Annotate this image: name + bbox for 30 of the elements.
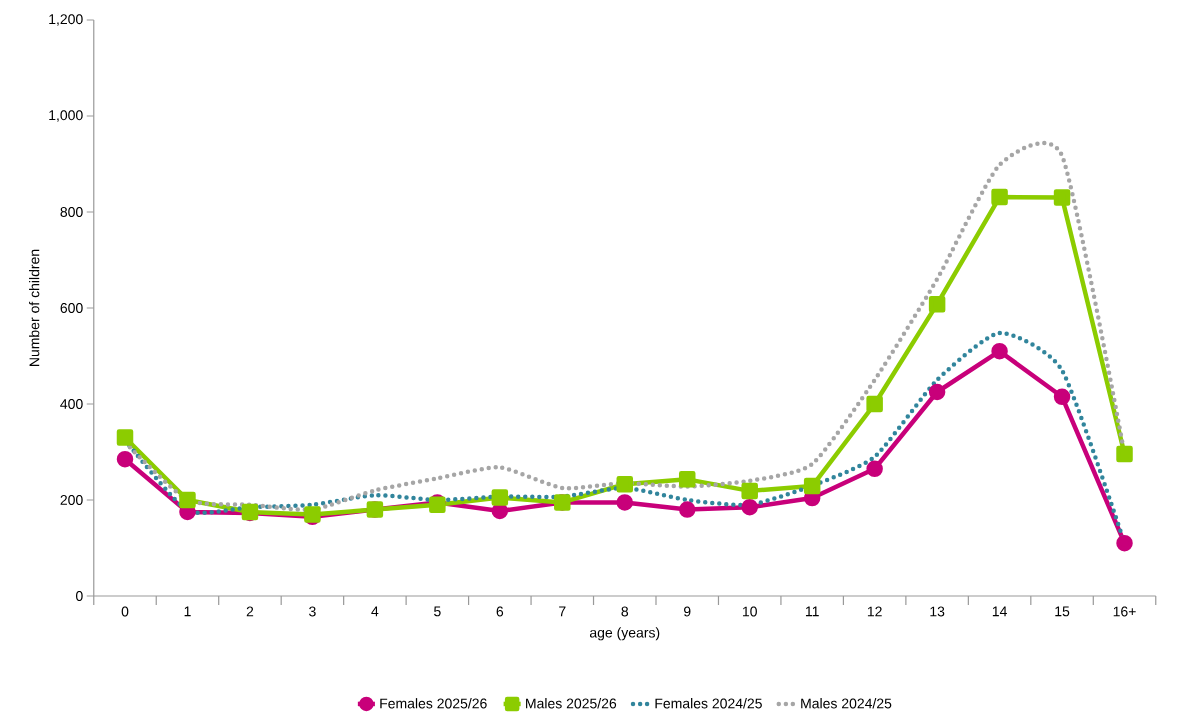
y-tick-label: 600 [60,303,83,313]
x-tick-label: 9 [684,606,691,617]
y-tick-label: 1,000 [49,110,83,122]
x-tick-label: 3 [309,606,316,617]
x-tick-label: 0 [121,606,129,617]
x-tick-label: 13 [930,606,945,617]
legend-label: Females 2024/25 [655,698,762,709]
x-tick-label: 4 [371,606,379,617]
x-tick-label: 2 [246,606,254,617]
legend-label: Males 2024/25 [801,698,892,709]
x-tick-label: 11 [805,606,819,617]
x-tick-label: 15 [1055,606,1070,617]
y-tick-label: 200 [60,495,83,505]
legend-label: Males 2025/26 [526,698,617,709]
x-tick-label: 1 [184,606,191,617]
x-tick-label: 8 [621,606,629,617]
x-axis-title: age (years) [589,627,660,641]
x-tick-label: 7 [559,606,566,617]
x-tick-label: 16+ [1113,606,1136,617]
x-tick-label: 6 [496,606,504,617]
y-tick-label: 800 [60,207,83,217]
x-tick-label: 10 [742,606,757,617]
legend-label: Females 2025/26 [380,698,487,709]
y-tick-label: 1,200 [49,14,83,26]
x-tick-label: 5 [434,606,441,617]
x-tick-label: 14 [992,606,1007,617]
y-axis-title: Number of children [29,249,40,366]
y-tick-label: 400 [60,399,83,409]
x-tick-label: 12 [867,606,882,617]
y-tick-label: 0 [76,591,83,601]
